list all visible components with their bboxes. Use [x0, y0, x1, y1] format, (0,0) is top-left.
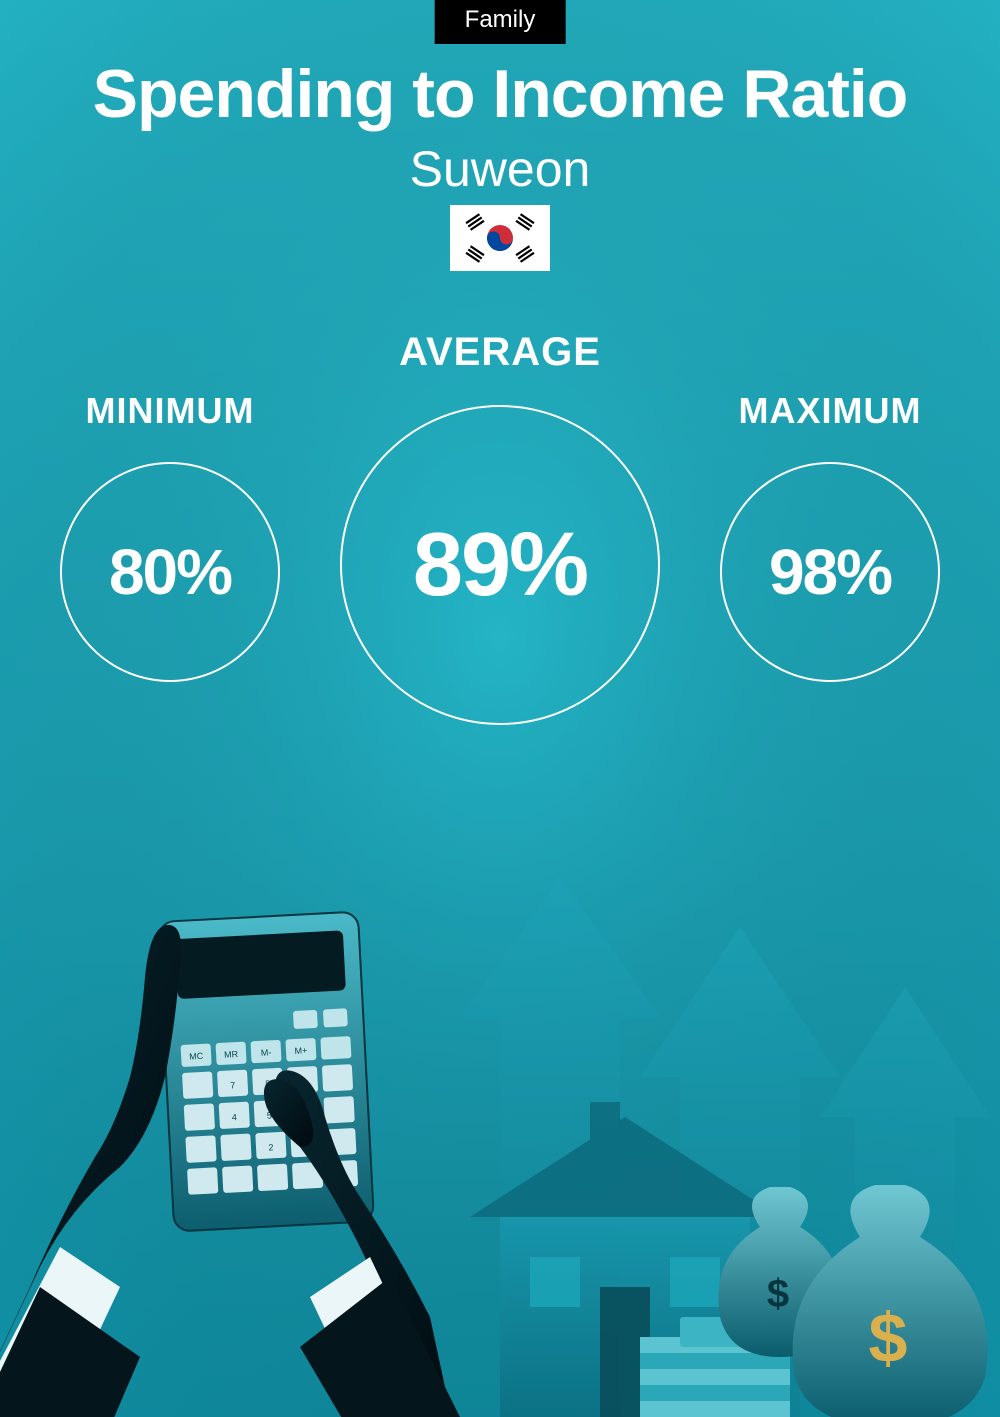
hand-right-icon [264, 1070, 500, 1417]
bottom-illustration: $ $ [0, 817, 1000, 1417]
svg-text:$: $ [869, 1299, 908, 1377]
svg-text:$: $ [767, 1272, 789, 1316]
page-subtitle: Suweon [0, 140, 1000, 198]
stat-average: AVERAGE 89% [340, 330, 660, 725]
stat-maximum: MAXIMUM 98% [720, 390, 940, 682]
svg-text:2: 2 [268, 1142, 274, 1152]
flag-icon [455, 208, 545, 268]
flag-korea [450, 205, 550, 271]
stat-average-value: 89% [413, 514, 587, 617]
badge-label: Family [465, 6, 536, 33]
stat-average-label: AVERAGE [399, 330, 601, 375]
stat-average-circle: 89% [340, 405, 660, 725]
stat-maximum-value: 98% [769, 535, 891, 609]
stat-maximum-label: MAXIMUM [739, 390, 922, 432]
svg-text:MC: MC [189, 1051, 204, 1062]
svg-text:M+: M+ [294, 1045, 307, 1056]
page-title: Spending to Income Ratio [0, 55, 1000, 133]
stat-minimum-value: 80% [109, 535, 231, 609]
stat-minimum-circle: 80% [60, 462, 280, 682]
svg-text:M-: M- [261, 1047, 272, 1058]
svg-text:MR: MR [224, 1049, 239, 1060]
hand-left-icon [0, 925, 181, 1417]
stat-maximum-circle: 98% [720, 462, 940, 682]
stat-minimum: MINIMUM 80% [60, 390, 280, 682]
svg-text:4: 4 [232, 1112, 238, 1122]
money-bag-icon: $ [793, 1185, 988, 1417]
stat-minimum-label: MINIMUM [86, 390, 255, 432]
category-badge: Family [435, 0, 566, 44]
stats-row: MINIMUM 80% AVERAGE 89% MAXIMUM 98% [0, 330, 1000, 725]
svg-text:7: 7 [230, 1080, 236, 1090]
